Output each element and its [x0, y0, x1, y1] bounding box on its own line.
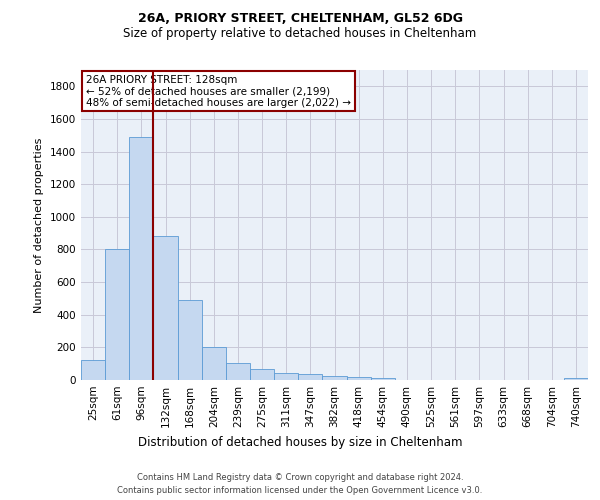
Bar: [154, 236, 178, 380]
Bar: [564, 378, 588, 380]
Y-axis label: Number of detached properties: Number of detached properties: [34, 138, 44, 312]
Bar: [202, 346, 226, 380]
Bar: [178, 300, 202, 380]
Bar: [347, 376, 371, 380]
Text: 26A PRIORY STREET: 128sqm
← 52% of detached houses are smaller (2,199)
48% of se: 26A PRIORY STREET: 128sqm ← 52% of detac…: [86, 74, 351, 108]
Bar: [81, 360, 105, 380]
Text: Size of property relative to detached houses in Cheltenham: Size of property relative to detached ho…: [124, 28, 476, 40]
Bar: [322, 376, 347, 380]
Bar: [298, 374, 322, 380]
Bar: [371, 378, 395, 380]
Text: Distribution of detached houses by size in Cheltenham: Distribution of detached houses by size …: [138, 436, 462, 449]
Bar: [129, 137, 154, 380]
Bar: [250, 370, 274, 380]
Bar: [274, 372, 298, 380]
Text: Contains HM Land Registry data © Crown copyright and database right 2024.
Contai: Contains HM Land Registry data © Crown c…: [118, 473, 482, 495]
Text: 26A, PRIORY STREET, CHELTENHAM, GL52 6DG: 26A, PRIORY STREET, CHELTENHAM, GL52 6DG: [137, 12, 463, 26]
Bar: [226, 363, 250, 380]
Bar: [105, 250, 129, 380]
